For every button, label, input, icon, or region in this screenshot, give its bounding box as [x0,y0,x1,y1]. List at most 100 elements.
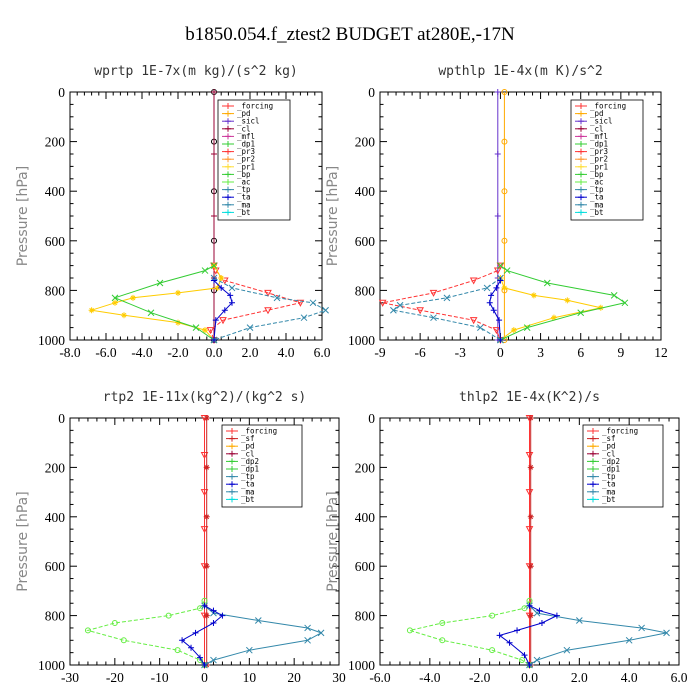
data-point [120,637,127,644]
y-tick-label: 0 [368,411,375,426]
data-point [192,629,199,636]
legend-label: _dp2 [241,457,259,466]
data-point [228,284,236,292]
legend-label: _sicl [590,117,613,126]
data-point [221,307,228,314]
x-tick-label: 0 [201,670,208,685]
x-tick-label: 6.0 [671,670,688,685]
y-tick-label: 600 [355,234,376,249]
data-point [526,602,533,609]
legend-marker [225,133,231,140]
legend-marker [578,179,584,185]
legend-marker [578,163,584,170]
data-point [219,612,226,619]
data-point [429,289,438,297]
data-point [390,306,397,314]
data-point [210,262,218,269]
data-point [514,627,521,634]
panel-title: rtp2 1E-11x(kg^2)/(kg^2 s) [103,390,307,405]
data-point [489,612,496,619]
x-tick-label: 9 [617,345,624,360]
data-point [526,662,533,668]
legend-label: _bt [241,495,255,504]
legend-marker [590,488,596,495]
legend-box [570,99,644,221]
data-point [533,656,541,664]
series-line [407,600,530,666]
legend-box [582,424,664,508]
data-point [501,237,508,244]
data-point [309,299,317,307]
data-point [493,284,500,291]
data-point [496,262,505,270]
data-point [203,612,210,619]
legend-marker [590,481,596,488]
legend-label: _pd [237,109,251,118]
legend-label: _pr1 [237,162,255,171]
legend-marker [225,141,231,147]
legend-marker [590,428,596,434]
legend-marker [225,186,231,193]
y-tick-label: 0 [58,85,65,100]
data-point [254,617,262,624]
y-tick-label: 800 [355,283,376,298]
legend-label: _mfl [237,132,255,141]
y-tick-label: 800 [355,609,376,624]
legend-marker [578,141,584,147]
legend-marker [225,171,231,178]
data-point [488,292,495,299]
x-tick-label: -20 [106,670,124,685]
data-point [521,652,528,659]
data-point [510,327,517,334]
legend-label: _bt [590,208,604,217]
data-point [503,267,511,274]
legend-label: _pr3 [590,147,608,156]
data-point [192,324,200,331]
legend-marker [229,496,235,503]
data-point [625,636,633,644]
x-tick-label: -2.0 [469,670,491,685]
x-tick-label: 6.0 [314,345,331,360]
data-point [296,299,305,307]
data-point [245,646,253,654]
data-point [211,337,217,343]
data-point [439,637,446,644]
data-point [553,612,560,619]
data-point [211,213,217,219]
data-point [201,267,209,274]
x-tick-label: 0.0 [206,345,223,360]
data-point [175,319,181,326]
data-point [430,314,437,322]
x-tick-label: -4.0 [419,670,441,685]
legend-label: _pr2 [237,155,255,164]
data-point [496,317,503,324]
data-point [111,294,119,302]
data-point [663,629,670,637]
legend-marker [225,163,231,170]
data-point [201,662,208,668]
data-point [156,279,164,287]
series-line [86,600,205,666]
data-point [304,624,311,632]
x-tick-label: 6 [577,345,584,360]
x-tick-label: 0 [497,345,504,360]
data-point [494,213,501,219]
data-point [264,289,272,297]
legend-label: _tp [590,185,604,194]
legend-label: _ta [590,193,604,202]
legend-marker [229,435,235,442]
x-tick-label: 20 [287,670,301,685]
legend-label: _pr3 [237,147,255,156]
chart-panel-1: wprtp 1E-7x(m kg)/(s^2 kg) Pressure [hPa]… [15,64,331,360]
legend-label: _tp [602,472,616,481]
y-axis-label: Pressure [hPa] [15,166,31,266]
legend-label: _ma [241,487,255,496]
y-tick-label: 600 [45,234,66,249]
x-tick-label: -6 [415,345,426,360]
legend-label: _bp [237,170,251,179]
legend-box [217,99,291,221]
x-tick-label: -6.0 [369,670,391,685]
legend-label: _dp1 [241,465,259,474]
legend-label: _ta [241,480,255,489]
